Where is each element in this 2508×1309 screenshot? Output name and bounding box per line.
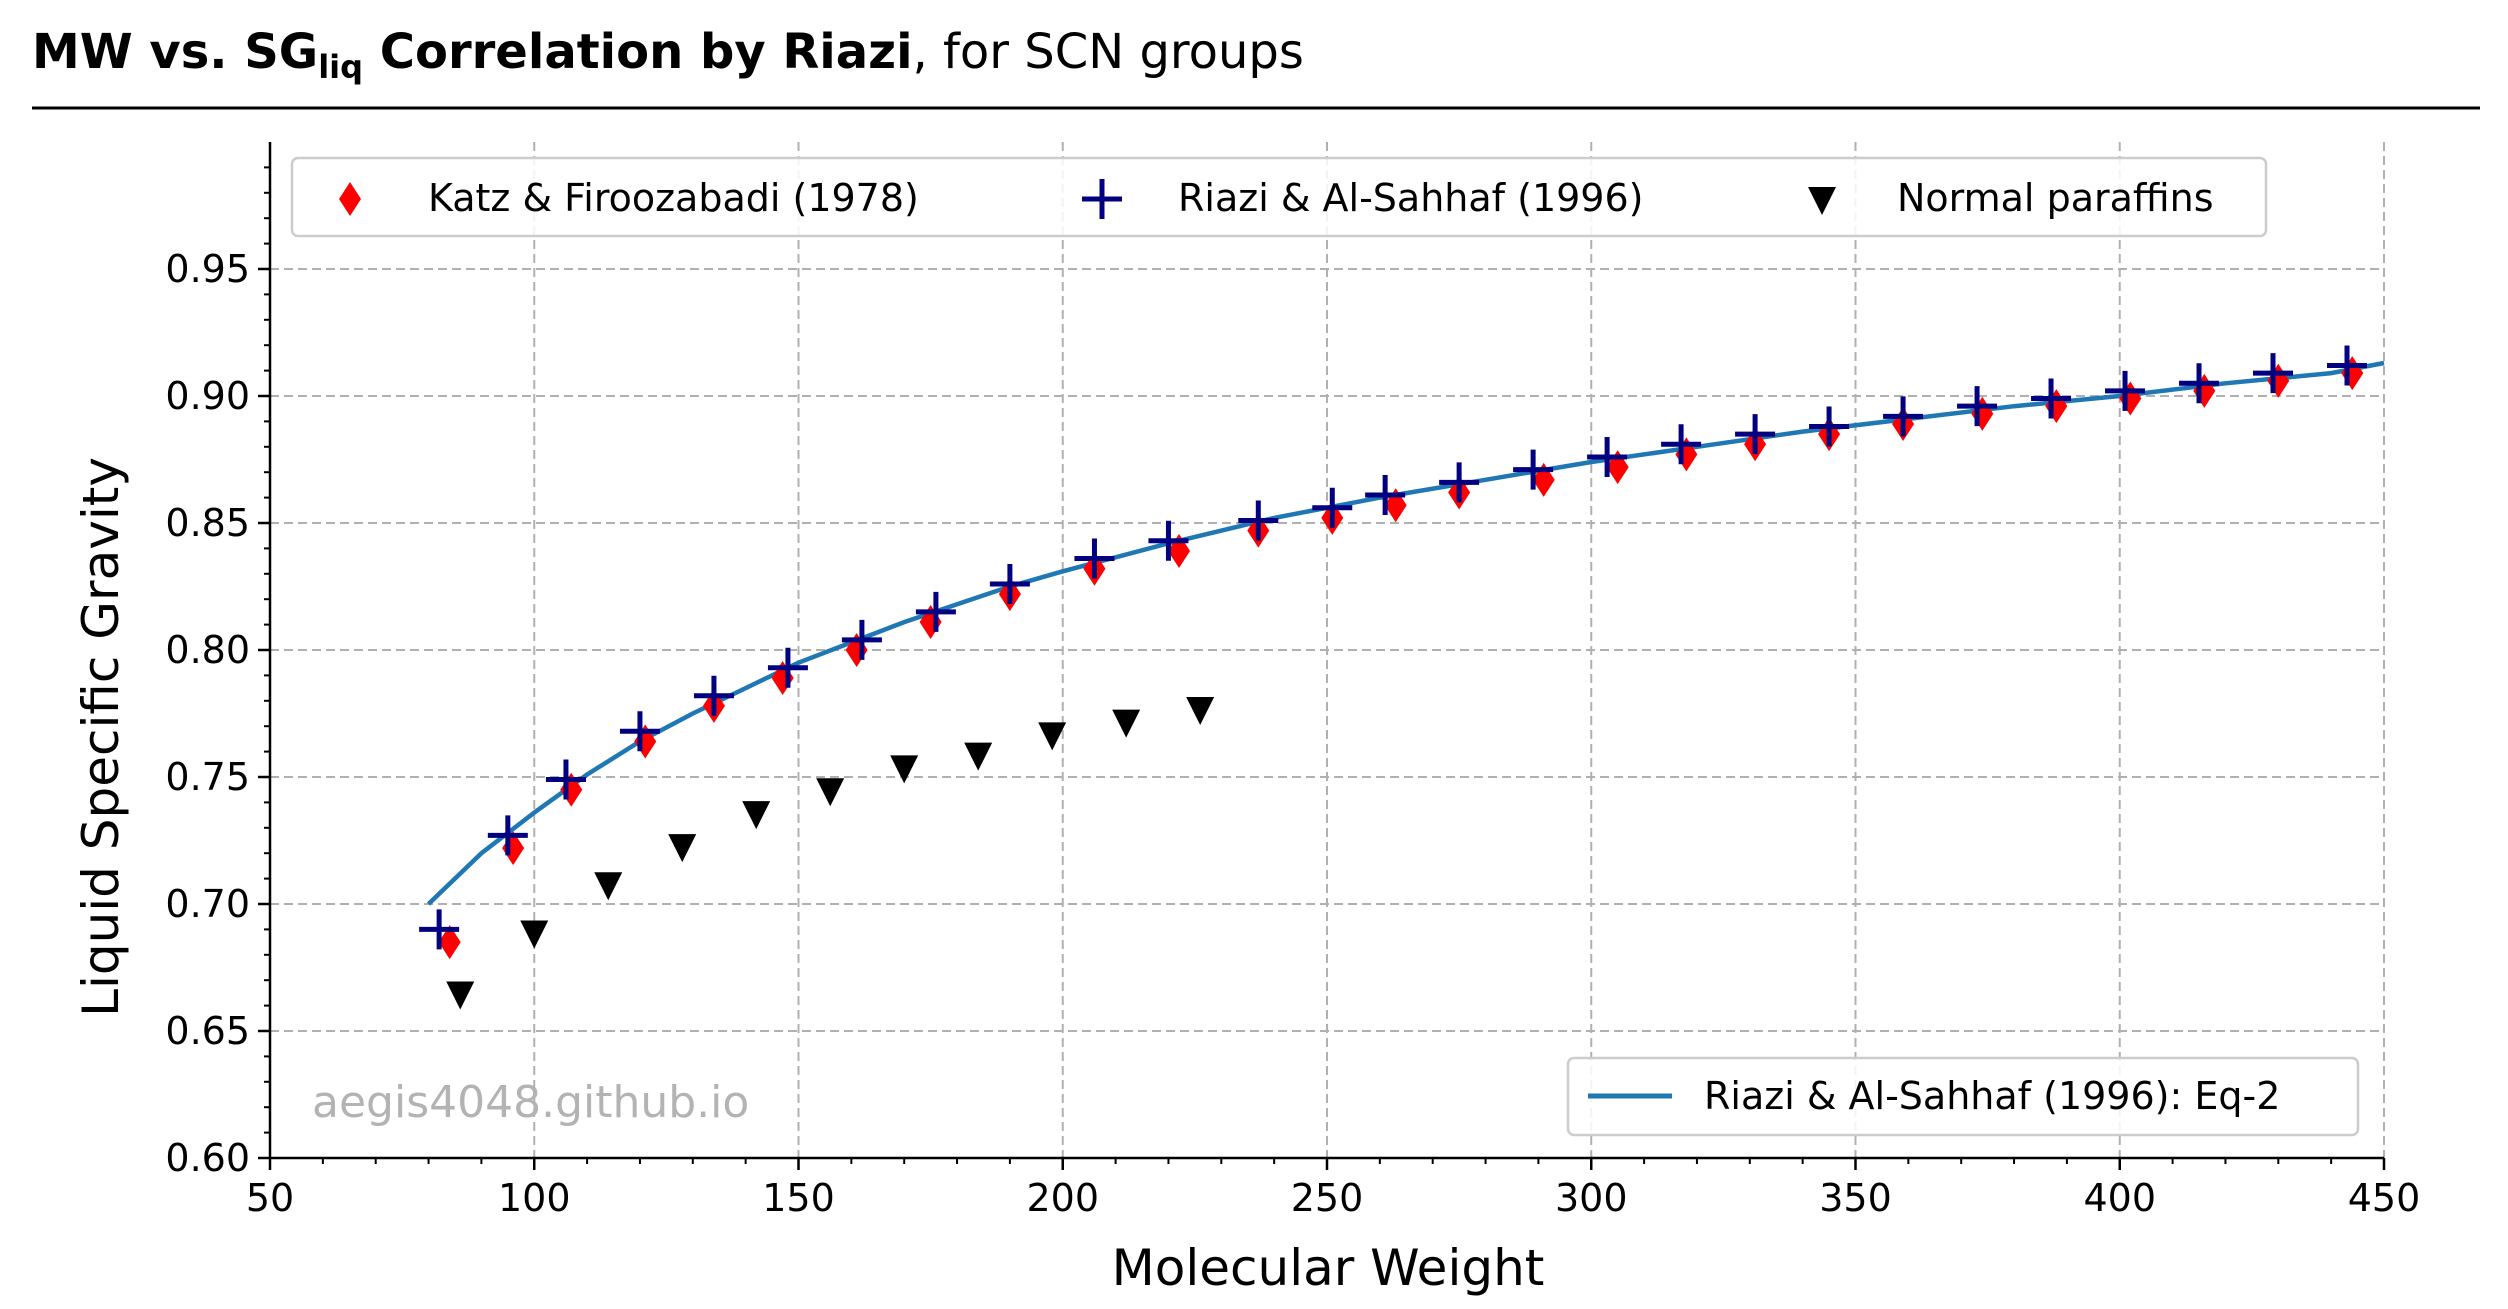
y-tick-label: 0.90 [165, 374, 250, 418]
point-paraffins [742, 801, 771, 830]
point-katz [438, 925, 461, 960]
point-riazi [2105, 370, 2146, 411]
y-tick-label: 0.95 [165, 247, 250, 291]
point-paraffins [520, 920, 549, 949]
point-riazi [1238, 500, 1279, 541]
point-paraffins [1038, 722, 1067, 751]
point-riazi [1513, 449, 1554, 490]
point-riazi [989, 563, 1030, 604]
legend-label-riazi: Riazi & Al-Sahhaf (1996) [1178, 176, 1643, 220]
marks [419, 345, 2385, 1010]
x-tick-label: 350 [1819, 1176, 1892, 1220]
legend-diamond [339, 182, 361, 216]
point-riazi [1074, 538, 1115, 579]
x-tick-label: 250 [1291, 1176, 1364, 1220]
point-riazi [841, 619, 882, 660]
chart-title: MW vs. SGliq Correlation by Riazi, for S… [32, 24, 1304, 86]
title-sg: SG [244, 24, 318, 80]
y-axis-label: Liquid Specific Gravity [72, 457, 130, 1017]
title-sg-sub: liq [318, 48, 363, 86]
point-riazi [419, 909, 460, 950]
legend-triangle [1808, 187, 1836, 215]
title-part2: Correlation by Riazi [363, 24, 912, 80]
legend-plus [1082, 179, 1122, 219]
y-tick-label: 0.75 [165, 755, 250, 799]
legend-label-eq2: Riazi & Al-Sahhaf (1996): Eq-2 [1704, 1074, 2280, 1118]
grid [270, 142, 2385, 1158]
y-tick-label: 0.60 [165, 1136, 250, 1180]
point-paraffins [668, 834, 697, 863]
legend-label-katz: Katz & Firoozabadi (1978) [428, 176, 919, 220]
point-riazi [1148, 520, 1189, 561]
point-riazi [1883, 396, 1924, 437]
x-tick-label: 100 [498, 1176, 571, 1220]
point-paraffins [890, 755, 919, 784]
y-tick-label: 0.85 [165, 501, 250, 545]
point-riazi [915, 591, 956, 632]
point-riazi [1439, 462, 1480, 503]
point-riazi [487, 815, 528, 856]
x-tick-label: 400 [2083, 1176, 2156, 1220]
point-riazi [2327, 345, 2367, 386]
x-tick-label: 200 [1026, 1176, 1099, 1220]
point-paraffins [964, 742, 993, 771]
point-riazi [2031, 378, 2072, 419]
point-riazi [545, 759, 586, 800]
point-riazi [1957, 386, 1998, 427]
series-line-eq2 [426, 360, 2385, 906]
point-riazi [1312, 487, 1353, 528]
watermark: aegis4048.github.io [312, 1077, 749, 1128]
legend-top-frame [290, 156, 2268, 238]
title-rest: , for SCN groups [913, 24, 1304, 80]
point-riazi [1661, 424, 1702, 465]
point-paraffins [594, 872, 623, 901]
point-paraffins [446, 981, 475, 1010]
point-riazi [1365, 475, 1406, 516]
point-riazi [1735, 414, 1776, 455]
legend-marker-katz [339, 182, 361, 216]
y-tick-label: 0.65 [165, 1009, 250, 1053]
point-riazi [693, 675, 734, 716]
point-riazi [2253, 353, 2294, 394]
x-axis-label: Molecular Weight [1112, 1239, 1545, 1297]
point-riazi [2179, 363, 2220, 404]
point-paraffins [816, 778, 845, 807]
point-riazi [767, 647, 808, 688]
y-tick-label: 0.80 [165, 628, 250, 672]
x-tick-label: 150 [762, 1176, 835, 1220]
y-tick-label: 0.70 [165, 882, 250, 926]
title-part1: MW vs. [32, 24, 244, 80]
axes: 50 100 150 200 250 300 350 400 450 0.60 0.65 0.70 0.… [165, 142, 2420, 1220]
point-riazi [619, 711, 660, 752]
x-tick-label: 50 [246, 1176, 294, 1220]
legend-marker-riazi [1082, 179, 1122, 219]
point-riazi [1587, 436, 1628, 477]
legend-marker-paraffins [1808, 187, 1836, 215]
point-riazi [1809, 406, 1850, 447]
legend-bottom: Riazi & Al-Sahhaf (1996): Eq-2 [1566, 1056, 2360, 1137]
point-paraffins [1112, 709, 1141, 738]
legend-label-paraffins: Normal paraffins [1897, 176, 2214, 220]
x-tick-label: 450 [2348, 1176, 2421, 1220]
point-paraffins [1186, 696, 1215, 725]
x-tick-label: 300 [1555, 1176, 1628, 1220]
legend-top: Katz & Firoozabadi (1978) Riazi & Al-Sah… [290, 156, 2268, 238]
legend-bottom-frame [1566, 1056, 2360, 1137]
